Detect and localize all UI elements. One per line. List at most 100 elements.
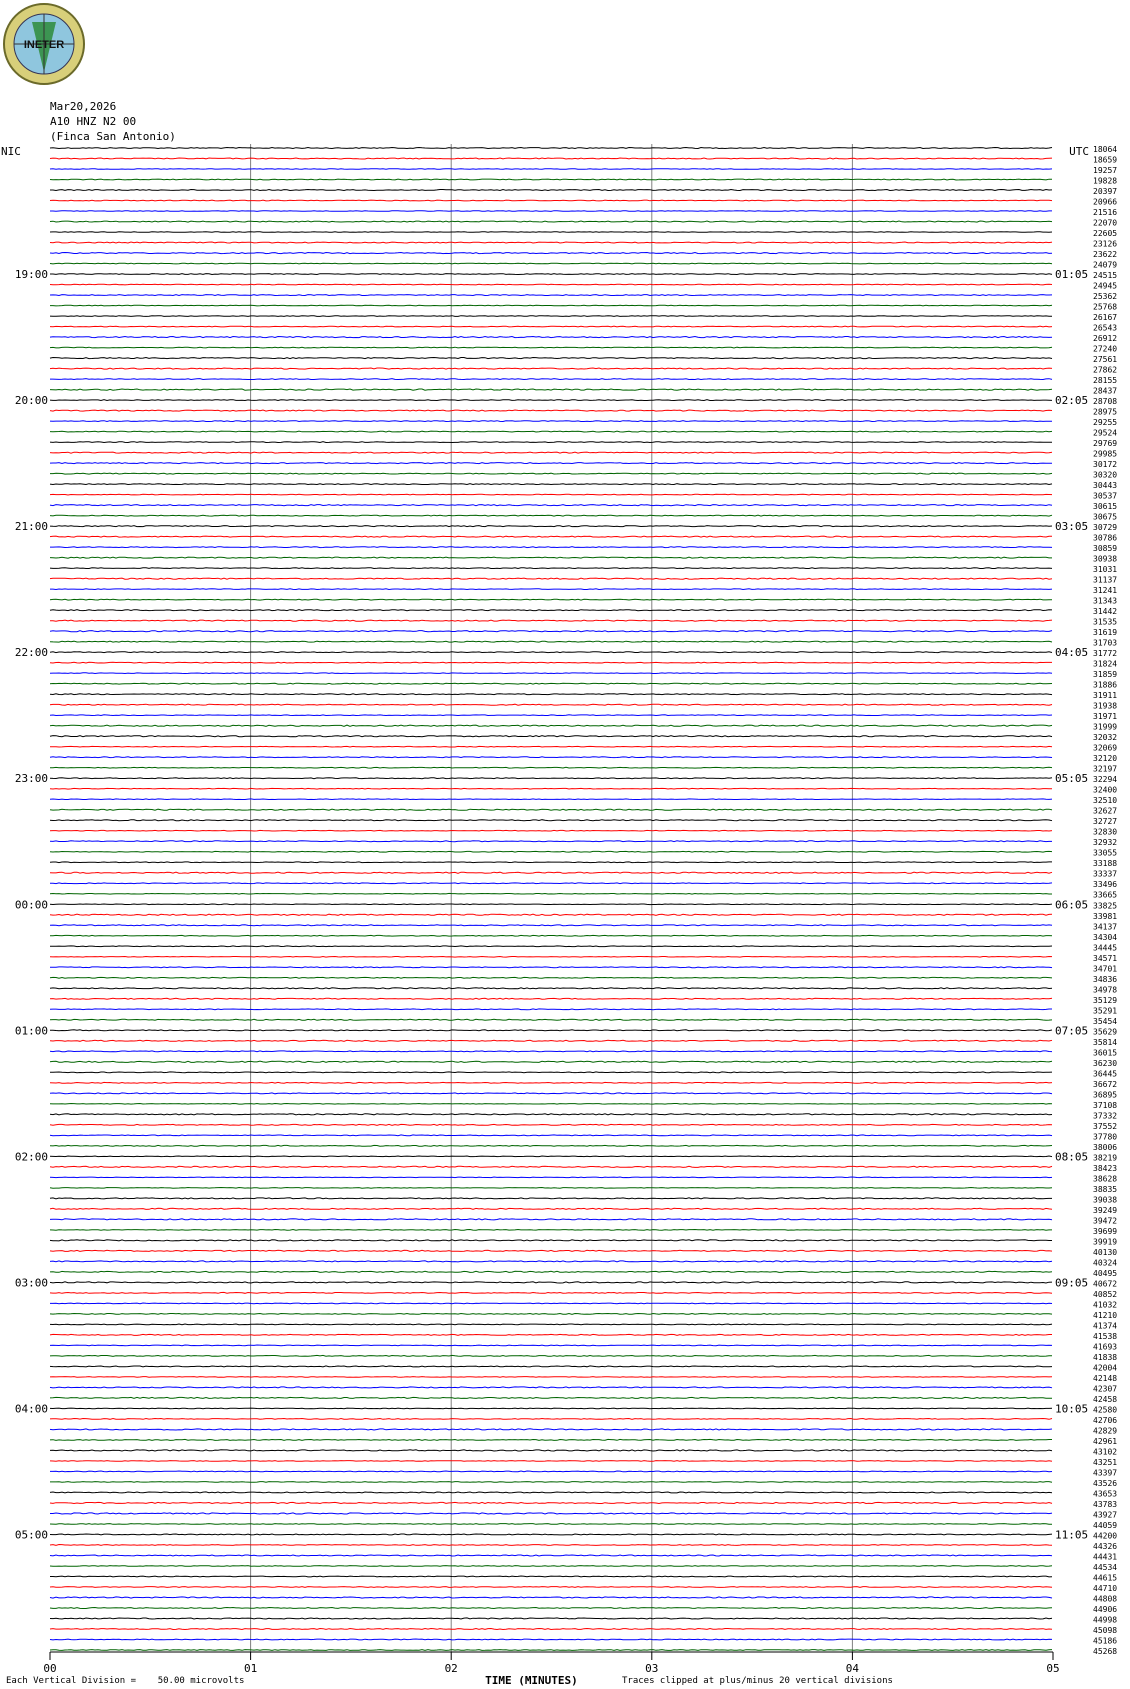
trace-count-label: 21516 xyxy=(1093,208,1117,217)
seismic-trace xyxy=(49,1396,1052,1399)
hour-label-left: 19:00 xyxy=(15,268,48,281)
trace-count-label: 26912 xyxy=(1093,334,1117,343)
trace-count-label: 25362 xyxy=(1093,292,1117,301)
seismic-trace xyxy=(49,1270,1053,1273)
seismic-trace xyxy=(49,693,1053,696)
trace-count-label: 31442 xyxy=(1093,607,1117,616)
trace-count-label: 39919 xyxy=(1093,1237,1117,1246)
trace-count-label: 28708 xyxy=(1093,397,1117,406)
seismic-trace xyxy=(49,1376,1053,1378)
seismic-trace xyxy=(49,178,1052,181)
seismic-trace xyxy=(49,955,1053,958)
seismic-trace xyxy=(49,1417,1053,1420)
seismic-trace xyxy=(49,1008,1052,1011)
hour-label-right: 09:05 xyxy=(1055,1276,1088,1289)
trace-count-label: 40672 xyxy=(1093,1279,1117,1288)
seismic-trace xyxy=(49,1533,1053,1536)
seismic-trace xyxy=(49,724,1053,727)
trace-count-label: 35629 xyxy=(1093,1027,1117,1036)
seismic-trace xyxy=(49,997,1053,1000)
trace-count-label: 32400 xyxy=(1093,786,1117,795)
trace-count-label: 25768 xyxy=(1093,303,1117,312)
seismic-trace xyxy=(50,882,1053,885)
x-tick-label: 01 xyxy=(244,1662,257,1675)
seismic-trace xyxy=(49,850,1053,853)
seismic-trace xyxy=(49,441,1053,444)
trace-count-label: 31859 xyxy=(1093,670,1117,679)
seismic-trace xyxy=(49,1491,1053,1494)
trace-count-label: 37332 xyxy=(1093,1111,1117,1120)
x-tick-label: 00 xyxy=(43,1662,56,1675)
trace-count-label: 31535 xyxy=(1093,618,1117,627)
seismic-trace xyxy=(49,1228,1052,1231)
trace-count-label: 34836 xyxy=(1093,975,1117,984)
seismic-trace xyxy=(49,430,1053,433)
trace-count-label: 22070 xyxy=(1093,219,1117,228)
hour-label-right: 01:05 xyxy=(1055,268,1088,281)
seismic-trace xyxy=(49,640,1053,643)
trace-count-label: 33825 xyxy=(1093,901,1117,910)
trace-count-label: 38219 xyxy=(1093,1153,1117,1162)
seismic-trace xyxy=(49,577,1053,580)
trace-count-label: 44998 xyxy=(1093,1615,1117,1624)
trace-count-label: 31343 xyxy=(1093,597,1117,606)
seismic-trace xyxy=(49,976,1053,979)
seismic-trace xyxy=(50,588,1053,591)
seismic-trace xyxy=(49,808,1053,811)
trace-count-label: 31824 xyxy=(1093,660,1117,669)
trace-count-label: 44059 xyxy=(1093,1521,1117,1530)
seismic-trace xyxy=(50,934,1053,937)
seismic-trace xyxy=(49,1029,1053,1032)
seismic-trace xyxy=(49,672,1053,675)
seismic-trace xyxy=(50,188,1053,192)
trace-count-label: 41538 xyxy=(1093,1332,1117,1341)
hour-label-right: 07:05 xyxy=(1055,1024,1088,1037)
seismic-trace xyxy=(49,1428,1053,1431)
seismic-trace xyxy=(49,766,1053,769)
trace-count-label: 31137 xyxy=(1093,576,1117,585)
trace-count-label: 31999 xyxy=(1093,723,1117,732)
seismic-trace xyxy=(49,1081,1053,1084)
trace-count-label: 42458 xyxy=(1093,1395,1117,1404)
trace-count-label: 36015 xyxy=(1093,1048,1117,1057)
seismic-trace xyxy=(49,1176,1053,1179)
seismic-trace xyxy=(49,1281,1053,1284)
seismic-trace xyxy=(49,1596,1053,1599)
seismic-trace xyxy=(49,871,1053,874)
trace-count-label: 30859 xyxy=(1093,544,1117,553)
seismic-trace xyxy=(49,1039,1053,1042)
trace-count-label: 30320 xyxy=(1093,471,1117,480)
seismic-trace xyxy=(49,829,1053,832)
seismic-trace xyxy=(49,1092,1053,1095)
seismic-trace xyxy=(49,1543,1053,1546)
trace-count-label: 35129 xyxy=(1093,996,1117,1005)
trace-count-label: 43783 xyxy=(1093,1500,1117,1509)
trace-count-label: 24079 xyxy=(1093,261,1117,270)
trace-count-label: 43397 xyxy=(1093,1468,1117,1477)
trace-count-label: 31772 xyxy=(1093,649,1117,658)
trace-count-label: 26543 xyxy=(1093,324,1117,333)
trace-count-label: 41374 xyxy=(1093,1321,1117,1330)
seismic-trace xyxy=(49,346,1053,349)
seismic-trace xyxy=(49,525,1053,528)
hour-label-left: 02:00 xyxy=(15,1150,48,1163)
hour-label-right: 10:05 xyxy=(1055,1402,1088,1415)
trace-count-label: 26167 xyxy=(1093,313,1117,322)
logo-text: INETER xyxy=(24,39,64,51)
trace-count-label: 36672 xyxy=(1093,1080,1117,1089)
nic-label: NIC xyxy=(1,145,21,158)
seismic-trace xyxy=(50,472,1053,475)
trace-count-label: 31619 xyxy=(1093,628,1117,637)
trace-count-label: 32627 xyxy=(1093,807,1117,816)
trace-count-label: 38835 xyxy=(1093,1185,1117,1194)
seismic-trace xyxy=(49,651,1053,654)
seismic-trace xyxy=(49,1627,1053,1631)
hour-label-right: 08:05 xyxy=(1055,1150,1088,1163)
trace-count-label: 42580 xyxy=(1093,1405,1117,1414)
seismic-trace xyxy=(50,546,1053,549)
trace-count-label: 44200 xyxy=(1093,1531,1117,1540)
seismic-trace xyxy=(49,199,1053,202)
trace-count-label: 34571 xyxy=(1093,954,1117,963)
seismic-trace xyxy=(50,1512,1053,1515)
trace-count-label: 41838 xyxy=(1093,1353,1117,1362)
